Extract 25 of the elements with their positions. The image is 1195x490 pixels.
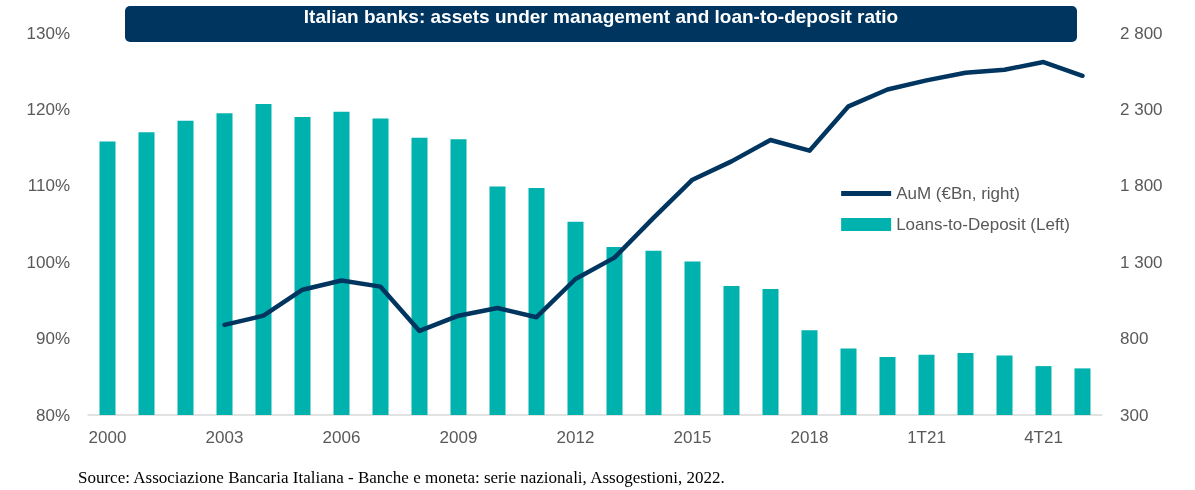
x-tick-label: 2006 xyxy=(322,428,361,447)
x-tick-label: 2003 xyxy=(205,428,244,447)
x-tick-label: 2018 xyxy=(790,428,829,447)
y-tick-label: 100% xyxy=(26,252,70,272)
legend-label: Loans-to-Deposit (Left) xyxy=(896,215,1071,234)
x-tick-label: 2012 xyxy=(556,428,595,447)
x-tick-label: 2015 xyxy=(673,428,712,447)
x-tick-label: 2000 xyxy=(88,428,127,447)
y-tick-label: 90% xyxy=(35,329,70,349)
line-series xyxy=(222,59,1085,334)
y2-tick-label: 2 800 xyxy=(1120,23,1163,43)
legend-label: AuM (€Bn, right) xyxy=(896,184,1020,203)
y2-tick-label: 2 300 xyxy=(1120,99,1163,119)
y-tick-label: 120% xyxy=(26,99,70,119)
y2-tick-label: 1 800 xyxy=(1120,176,1163,196)
y2-tick-label: 800 xyxy=(1120,329,1149,349)
y2-tick-label: 300 xyxy=(1120,405,1149,425)
y2-tick-label: 1 300 xyxy=(1120,252,1163,272)
x-tick-label: 2009 xyxy=(439,428,478,447)
y-tick-label: 80% xyxy=(35,405,70,425)
y-tick-label: 130% xyxy=(26,23,70,43)
x-tick-label: 1T21 xyxy=(907,428,946,447)
x-tick-label: 4T21 xyxy=(1024,428,1063,447)
source-note: Source: Associazione Bancaria Italiana - Banche e moneta: serie nazionali, Assogestioni, 2022. xyxy=(78,468,725,487)
y-tick-label: 110% xyxy=(27,176,70,196)
